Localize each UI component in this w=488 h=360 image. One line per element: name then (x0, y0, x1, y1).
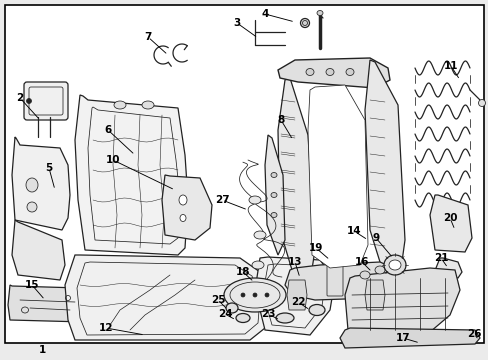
Text: 15: 15 (25, 280, 39, 290)
Ellipse shape (241, 293, 244, 297)
Ellipse shape (383, 255, 405, 275)
Polygon shape (435, 258, 461, 278)
Text: 25: 25 (210, 295, 225, 305)
Ellipse shape (325, 68, 333, 76)
Text: 26: 26 (466, 329, 480, 339)
Ellipse shape (251, 261, 264, 269)
Ellipse shape (300, 18, 309, 27)
Text: 23: 23 (260, 309, 275, 319)
Polygon shape (285, 262, 397, 300)
Ellipse shape (264, 293, 268, 297)
Text: 10: 10 (105, 155, 120, 165)
Ellipse shape (374, 266, 384, 274)
Ellipse shape (394, 264, 404, 272)
Ellipse shape (305, 68, 313, 76)
Text: 13: 13 (287, 257, 302, 267)
Text: 8: 8 (277, 115, 284, 125)
Text: 1: 1 (38, 345, 45, 355)
Ellipse shape (270, 193, 276, 198)
Polygon shape (65, 255, 267, 340)
Ellipse shape (225, 303, 238, 313)
Ellipse shape (388, 260, 400, 270)
Text: 14: 14 (346, 226, 361, 236)
Ellipse shape (236, 314, 249, 323)
Ellipse shape (26, 99, 31, 104)
Polygon shape (278, 78, 314, 282)
Polygon shape (364, 280, 384, 310)
Polygon shape (264, 135, 285, 255)
Text: 5: 5 (45, 163, 53, 173)
Ellipse shape (478, 99, 485, 107)
Ellipse shape (114, 101, 126, 109)
Polygon shape (8, 285, 90, 322)
Ellipse shape (248, 196, 261, 204)
Text: 21: 21 (433, 253, 447, 263)
Ellipse shape (359, 271, 369, 279)
Polygon shape (345, 268, 459, 332)
Text: 4: 4 (261, 9, 268, 19)
Ellipse shape (179, 195, 186, 205)
Ellipse shape (270, 172, 276, 177)
Text: 20: 20 (442, 213, 456, 223)
Polygon shape (278, 58, 389, 88)
Ellipse shape (180, 215, 185, 221)
Text: 2: 2 (16, 93, 23, 103)
Text: 17: 17 (395, 333, 409, 343)
Polygon shape (12, 137, 70, 230)
FancyBboxPatch shape (326, 264, 342, 296)
Ellipse shape (26, 178, 38, 192)
Text: 18: 18 (235, 267, 250, 277)
Text: 6: 6 (104, 125, 111, 135)
Polygon shape (254, 257, 334, 335)
Text: 27: 27 (214, 195, 229, 205)
Ellipse shape (142, 101, 154, 109)
Ellipse shape (308, 305, 325, 315)
Ellipse shape (224, 278, 285, 312)
FancyBboxPatch shape (24, 82, 68, 120)
Ellipse shape (302, 21, 307, 26)
Text: 12: 12 (99, 323, 113, 333)
Ellipse shape (27, 202, 37, 212)
Text: 19: 19 (308, 243, 323, 253)
Polygon shape (307, 85, 367, 268)
Ellipse shape (346, 68, 353, 76)
Text: 7: 7 (144, 32, 151, 42)
Ellipse shape (270, 212, 276, 217)
Ellipse shape (275, 313, 293, 323)
Text: 24: 24 (217, 309, 232, 319)
Text: 3: 3 (233, 18, 240, 28)
Polygon shape (429, 195, 471, 252)
Ellipse shape (253, 231, 265, 239)
Polygon shape (75, 95, 187, 255)
Ellipse shape (316, 10, 323, 15)
Polygon shape (364, 60, 404, 278)
Text: 16: 16 (354, 257, 368, 267)
Text: 11: 11 (443, 61, 457, 71)
Polygon shape (339, 328, 479, 348)
Text: 9: 9 (372, 233, 379, 243)
Polygon shape (162, 175, 212, 240)
Polygon shape (286, 280, 306, 310)
Ellipse shape (252, 293, 257, 297)
Text: 22: 22 (290, 297, 305, 307)
Polygon shape (12, 220, 65, 280)
